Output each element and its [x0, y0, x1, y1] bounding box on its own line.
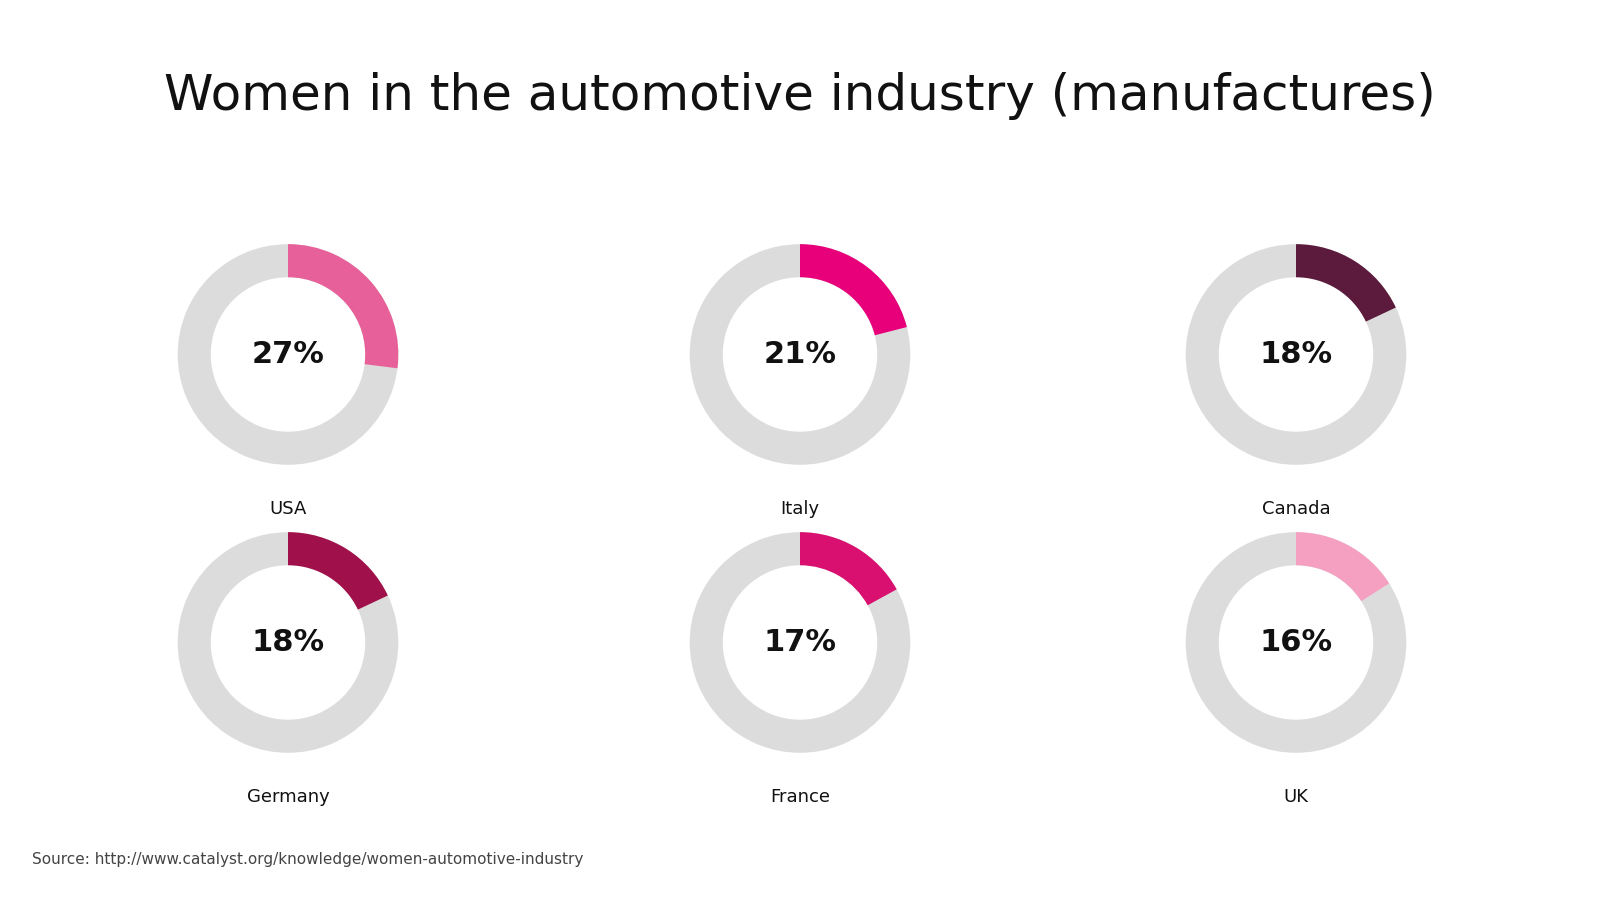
Wedge shape: [1186, 244, 1406, 464]
Text: France: France: [770, 788, 830, 806]
Text: 17%: 17%: [763, 628, 837, 657]
Wedge shape: [690, 244, 910, 464]
Text: Source: http://www.catalyst.org/knowledge/women-automotive-industry: Source: http://www.catalyst.org/knowledg…: [32, 852, 584, 867]
Text: Canada: Canada: [1262, 500, 1330, 518]
Wedge shape: [288, 244, 398, 368]
Text: 18%: 18%: [251, 628, 325, 657]
Wedge shape: [800, 532, 896, 606]
Wedge shape: [1186, 532, 1406, 752]
Text: 27%: 27%: [251, 340, 325, 369]
Wedge shape: [1296, 244, 1395, 321]
Wedge shape: [800, 244, 907, 336]
Text: 18%: 18%: [1259, 340, 1333, 369]
Wedge shape: [288, 532, 387, 609]
Text: Germany: Germany: [246, 788, 330, 806]
Wedge shape: [1296, 532, 1389, 601]
Wedge shape: [178, 532, 398, 752]
Text: USA: USA: [269, 500, 307, 518]
Wedge shape: [178, 244, 398, 464]
Text: 21%: 21%: [763, 340, 837, 369]
Text: UK: UK: [1283, 788, 1309, 806]
Wedge shape: [690, 532, 910, 752]
Text: Women in the automotive industry (manufactures): Women in the automotive industry (manufa…: [165, 72, 1435, 121]
Text: Italy: Italy: [781, 500, 819, 518]
Text: 16%: 16%: [1259, 628, 1333, 657]
